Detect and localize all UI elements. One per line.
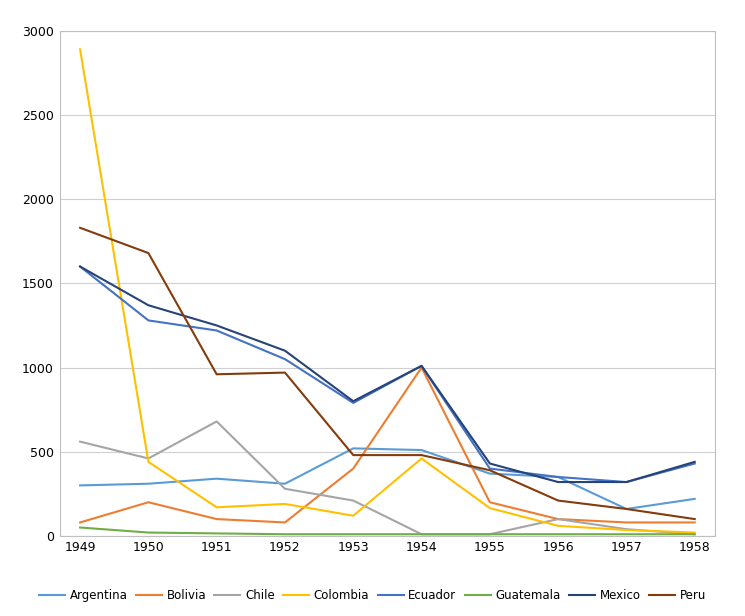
Mexico <box>417 362 426 370</box>
Line: Mexico: Mexico <box>80 267 695 482</box>
Guatemala <box>417 530 426 538</box>
Ecuador <box>622 479 631 486</box>
Mexico <box>281 347 290 354</box>
Mexico <box>212 322 221 329</box>
Argentina <box>281 480 290 487</box>
Peru <box>281 369 290 376</box>
Guatemala <box>554 530 562 538</box>
Bolivia <box>486 498 495 506</box>
Chile <box>417 530 426 538</box>
Colombia <box>212 504 221 511</box>
Guatemala <box>691 530 700 538</box>
Argentina <box>144 480 153 487</box>
Line: Argentina: Argentina <box>80 448 695 509</box>
Ecuador <box>144 317 153 324</box>
Legend: Argentina, Bolivia, Chile, Colombia, Ecuador, Guatemala, Mexico, Peru: Argentina, Bolivia, Chile, Colombia, Ecu… <box>34 585 711 607</box>
Bolivia <box>212 516 221 523</box>
Argentina <box>486 470 495 477</box>
Mexico <box>554 479 562 486</box>
Bolivia <box>281 519 290 526</box>
Chile <box>212 418 221 425</box>
Bolivia <box>554 516 562 523</box>
Line: Guatemala: Guatemala <box>80 527 695 534</box>
Mexico <box>691 458 700 466</box>
Chile <box>691 530 700 538</box>
Chile <box>486 530 495 538</box>
Colombia <box>281 500 290 508</box>
Chile <box>622 525 631 533</box>
Peru <box>212 371 221 378</box>
Guatemala <box>622 530 631 538</box>
Line: Chile: Chile <box>80 421 695 534</box>
Argentina <box>349 445 358 452</box>
Guatemala <box>76 524 85 531</box>
Bolivia <box>622 519 631 526</box>
Mexico <box>76 263 85 270</box>
Colombia <box>417 455 426 462</box>
Colombia <box>76 46 85 53</box>
Line: Ecuador: Ecuador <box>80 267 695 482</box>
Bolivia <box>417 364 426 371</box>
Peru <box>554 497 562 505</box>
Guatemala <box>144 529 153 537</box>
Colombia <box>349 512 358 519</box>
Mexico <box>144 302 153 309</box>
Colombia <box>486 505 495 512</box>
Peru <box>417 452 426 459</box>
Peru <box>622 505 631 513</box>
Line: Bolivia: Bolivia <box>80 368 695 522</box>
Mexico <box>486 460 495 467</box>
Ecuador <box>691 460 700 467</box>
Mexico <box>622 479 631 486</box>
Argentina <box>417 447 426 454</box>
Guatemala <box>486 530 495 538</box>
Peru <box>76 224 85 232</box>
Guatemala <box>212 530 221 537</box>
Peru <box>486 466 495 474</box>
Argentina <box>691 495 700 503</box>
Peru <box>349 452 358 459</box>
Bolivia <box>144 498 153 506</box>
Colombia <box>554 522 562 530</box>
Ecuador <box>486 465 495 472</box>
Ecuador <box>349 399 358 407</box>
Guatemala <box>281 530 290 538</box>
Bolivia <box>76 519 85 526</box>
Line: Peru: Peru <box>80 228 695 519</box>
Bolivia <box>349 465 358 472</box>
Ecuador <box>76 263 85 270</box>
Ecuador <box>281 355 290 363</box>
Mexico <box>349 397 358 405</box>
Guatemala <box>349 530 358 538</box>
Colombia <box>144 458 153 466</box>
Argentina <box>622 505 631 513</box>
Ecuador <box>554 473 562 480</box>
Colombia <box>691 529 700 537</box>
Ecuador <box>212 327 221 334</box>
Line: Colombia: Colombia <box>80 49 695 533</box>
Chile <box>144 455 153 462</box>
Argentina <box>212 475 221 482</box>
Argentina <box>76 482 85 489</box>
Peru <box>144 249 153 257</box>
Chile <box>281 485 290 492</box>
Bolivia <box>691 519 700 526</box>
Peru <box>691 516 700 523</box>
Ecuador <box>417 362 426 370</box>
Chile <box>76 438 85 445</box>
Argentina <box>554 473 562 480</box>
Chile <box>349 497 358 505</box>
Colombia <box>622 526 631 533</box>
Chile <box>554 516 562 523</box>
